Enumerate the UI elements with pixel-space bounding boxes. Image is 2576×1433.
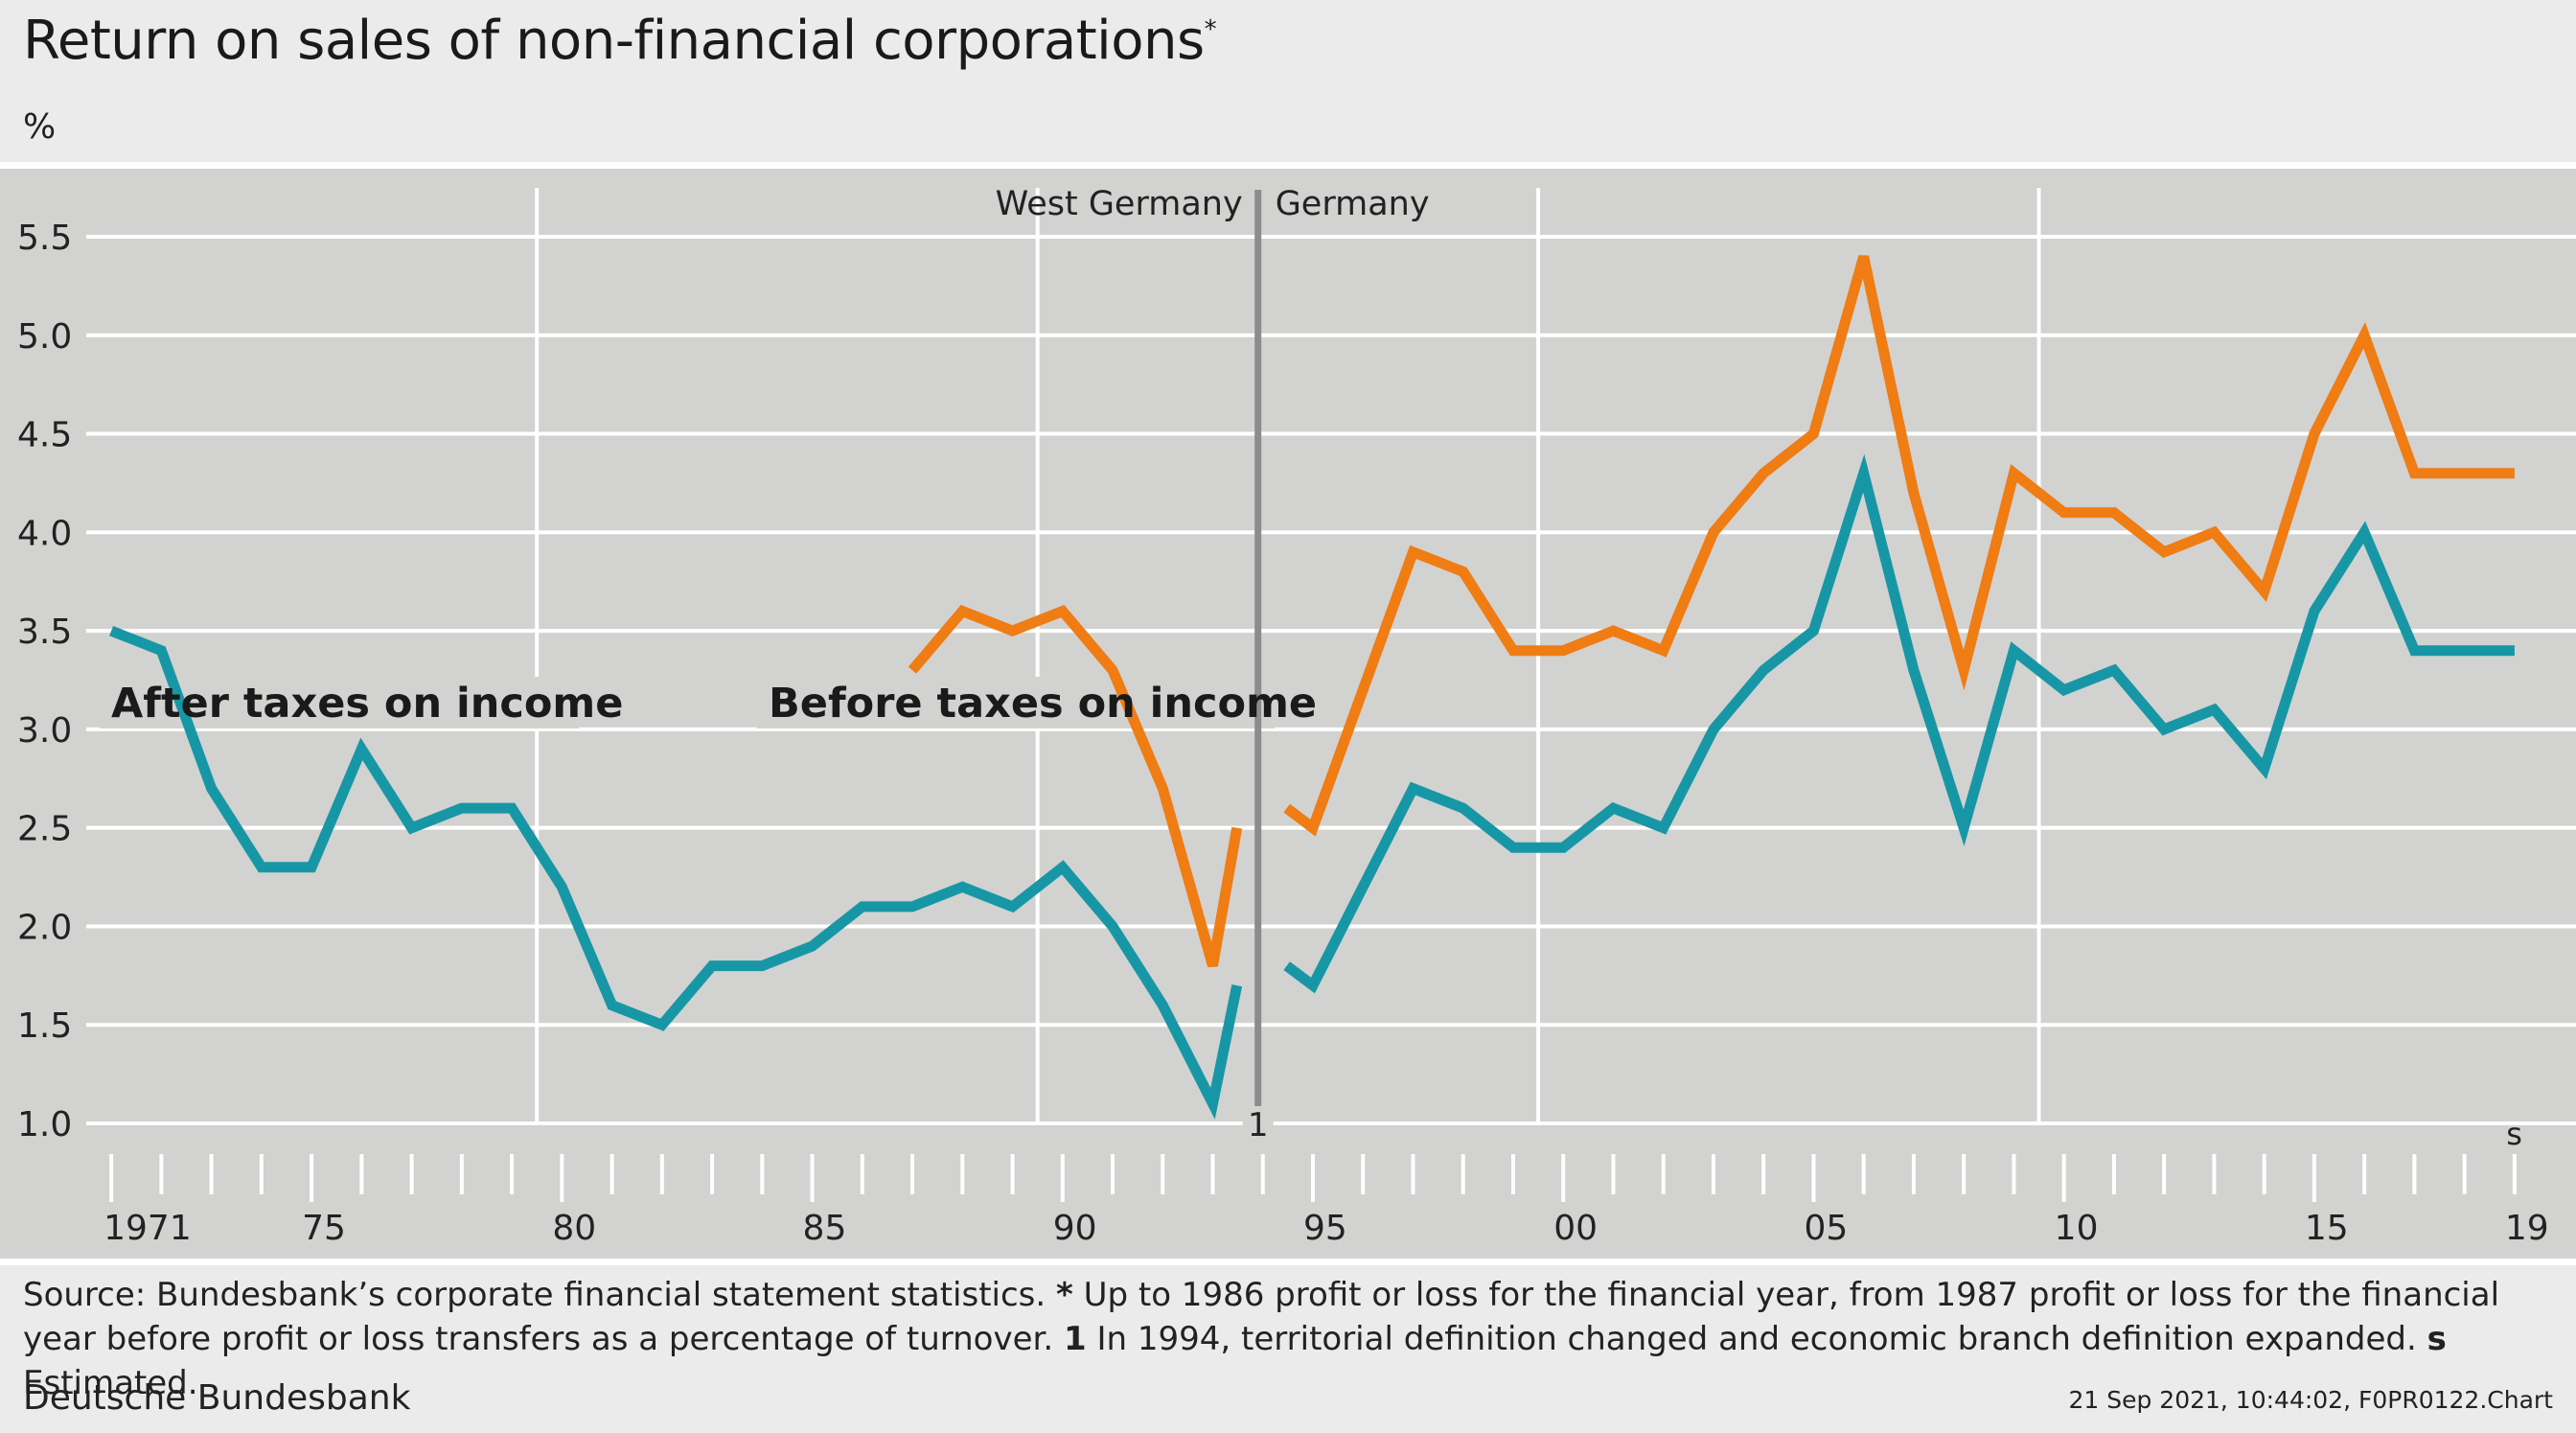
y-tick-label: 1.5 [17,1006,72,1046]
region-label-germany: Germany [1276,185,1430,223]
header-divider [0,162,2576,169]
x-tick-label: 10 [2055,1209,2099,1248]
x-tick-label: 75 [302,1209,346,1248]
y-tick-label: 3.0 [17,711,72,751]
x-tick-label: 95 [1303,1209,1347,1248]
y-tick-label: 5.5 [17,219,72,258]
footer-divider [0,1259,2576,1265]
note-marker-1: 1 [1064,1320,1087,1358]
x-tick-label: 80 [552,1209,596,1248]
break-marker-mask [1242,1108,1274,1143]
x-tick-label: 85 [803,1209,847,1248]
y-tick-label: 5.0 [17,317,72,357]
series-line-before-tax [908,605,1243,968]
x-tick-label: 05 [1804,1209,1848,1248]
y-tick-label: 4.5 [17,416,72,455]
break-marker: 1 [1248,1106,1269,1144]
y-tick-label: 4.0 [17,514,72,553]
series-line-after-tax [109,625,1243,1120]
note-marker-star: * [1056,1276,1073,1314]
x-tick-label: 1971 [104,1209,192,1248]
y-tick-label: 2.0 [17,908,72,947]
x-tick-label: 19 [2505,1209,2549,1248]
source-note: Source: Bundesbank’s corporate financial… [23,1276,2500,1402]
series-line-after-tax [1283,453,2515,994]
x-tick-label: 00 [1553,1209,1598,1248]
y-tick-label: 1.0 [17,1105,72,1144]
estimate-marker: s [2506,1116,2522,1152]
series-label-before-tax: Before taxes on income [769,680,1317,728]
organisation-name: Deutsche Bundesbank [23,1378,411,1418]
title-footnote-marker: * [1204,15,1217,44]
chart-title: Return on sales of non-financial corpora… [23,10,1217,72]
series-label-after-tax: After taxes on income [111,680,623,728]
series-line-before-tax [1283,255,2515,837]
x-tick-label: 15 [2305,1209,2349,1248]
y-tick-label: 2.5 [17,810,72,849]
y-unit-label: % [23,107,57,147]
label-mask [757,677,1275,728]
timestamp: 21 Sep 2021, 10:44:02, F0PR0122.Chart [2068,1386,2553,1414]
region-label-west: West Germany [996,185,1243,223]
y-tick-label: 3.5 [17,612,72,652]
note-marker-s: s [2426,1320,2447,1358]
x-tick-label: 90 [1053,1209,1097,1248]
line-chart: 1.0 1.5 2.0 2.5 3.0 3.5 4.0 4.5 5.0 5.5 1971 75 80 85… [0,169,2576,1259]
